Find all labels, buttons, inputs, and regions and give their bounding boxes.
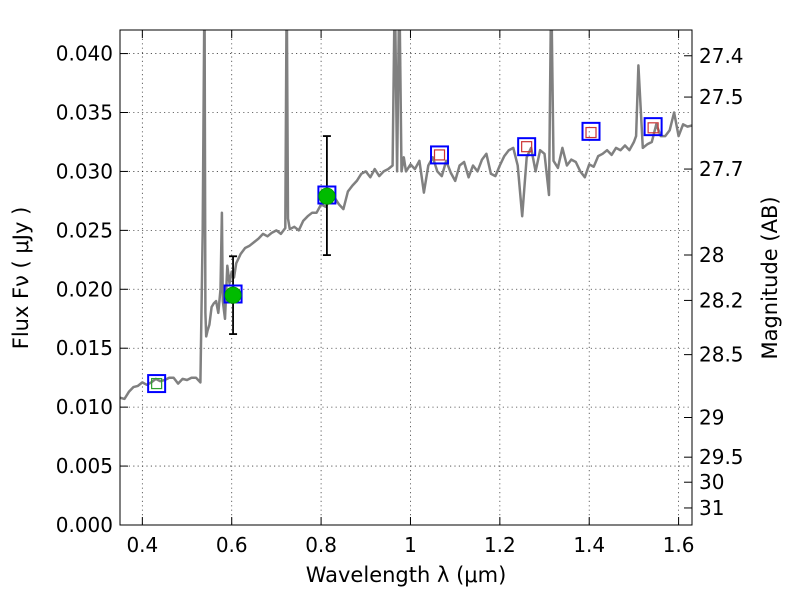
photometry-square bbox=[147, 374, 167, 394]
photometry-layer bbox=[147, 117, 663, 394]
x-axis-label: Wavelength λ (μm) bbox=[306, 563, 507, 587]
x-tick-label: 1 bbox=[404, 533, 417, 557]
ticks bbox=[120, 30, 692, 526]
photometry-square bbox=[430, 145, 450, 165]
spectrum-line bbox=[120, 30, 692, 401]
y-tick-label: 0.035 bbox=[56, 101, 113, 125]
x-tick-label: 1.4 bbox=[573, 533, 605, 557]
y-tick-label: 0.010 bbox=[56, 395, 113, 419]
tick-labels: 0.4 0.6 0.8 1 1.2 1.4 1.6 0.000 0.005 0.010 0.015 0… bbox=[56, 42, 744, 557]
y-tick-label: 0.040 bbox=[56, 42, 113, 66]
magnitude-tick-label: 27.5 bbox=[699, 85, 744, 109]
spectrum-layer bbox=[120, 30, 692, 401]
magnitude-tick-label: 31 bbox=[699, 496, 724, 520]
x-tick-label: 0.6 bbox=[216, 533, 248, 557]
model-point bbox=[521, 141, 533, 153]
model-point bbox=[433, 149, 446, 161]
detection-point bbox=[224, 286, 242, 304]
magnitude-tick-label: 28.5 bbox=[699, 343, 744, 367]
model-point bbox=[585, 126, 597, 139]
y-tick-label: 0.000 bbox=[56, 513, 113, 537]
magnitude-tick-label: 30 bbox=[699, 470, 724, 494]
magnitude-tick-label: 28.2 bbox=[699, 288, 744, 312]
detection-point bbox=[318, 187, 336, 205]
y-tick-label: 0.005 bbox=[56, 454, 113, 478]
magnitude-tick-label: 27.4 bbox=[699, 44, 744, 68]
y-tick-label: 0.030 bbox=[56, 159, 113, 183]
y-tick-label: 0.025 bbox=[56, 218, 113, 242]
y-axis-label: Flux Fν ( μJy ) bbox=[9, 207, 33, 350]
y-tick-label: 0.020 bbox=[56, 277, 113, 301]
x-tick-label: 0.4 bbox=[126, 533, 158, 557]
model-point bbox=[151, 377, 163, 390]
magnitude-tick-label: 27.7 bbox=[699, 157, 744, 181]
photometry-square bbox=[643, 117, 663, 137]
model-point bbox=[647, 122, 659, 134]
magnitude-axis-label: Magnitude (AB) bbox=[758, 196, 782, 359]
magnitude-tick-label: 28 bbox=[699, 243, 724, 267]
y-tick-label: 0.015 bbox=[56, 336, 113, 360]
magnitude-tick-label: 29 bbox=[699, 406, 724, 430]
x-tick-label: 1.2 bbox=[484, 533, 516, 557]
photometry-square bbox=[581, 121, 601, 141]
x-tick-label: 0.8 bbox=[305, 533, 337, 557]
plot-frame bbox=[119, 29, 693, 526]
magnitude-tick-label: 29.5 bbox=[699, 445, 744, 469]
photometry-square bbox=[517, 137, 537, 157]
x-tick-label: 1.6 bbox=[663, 533, 695, 557]
